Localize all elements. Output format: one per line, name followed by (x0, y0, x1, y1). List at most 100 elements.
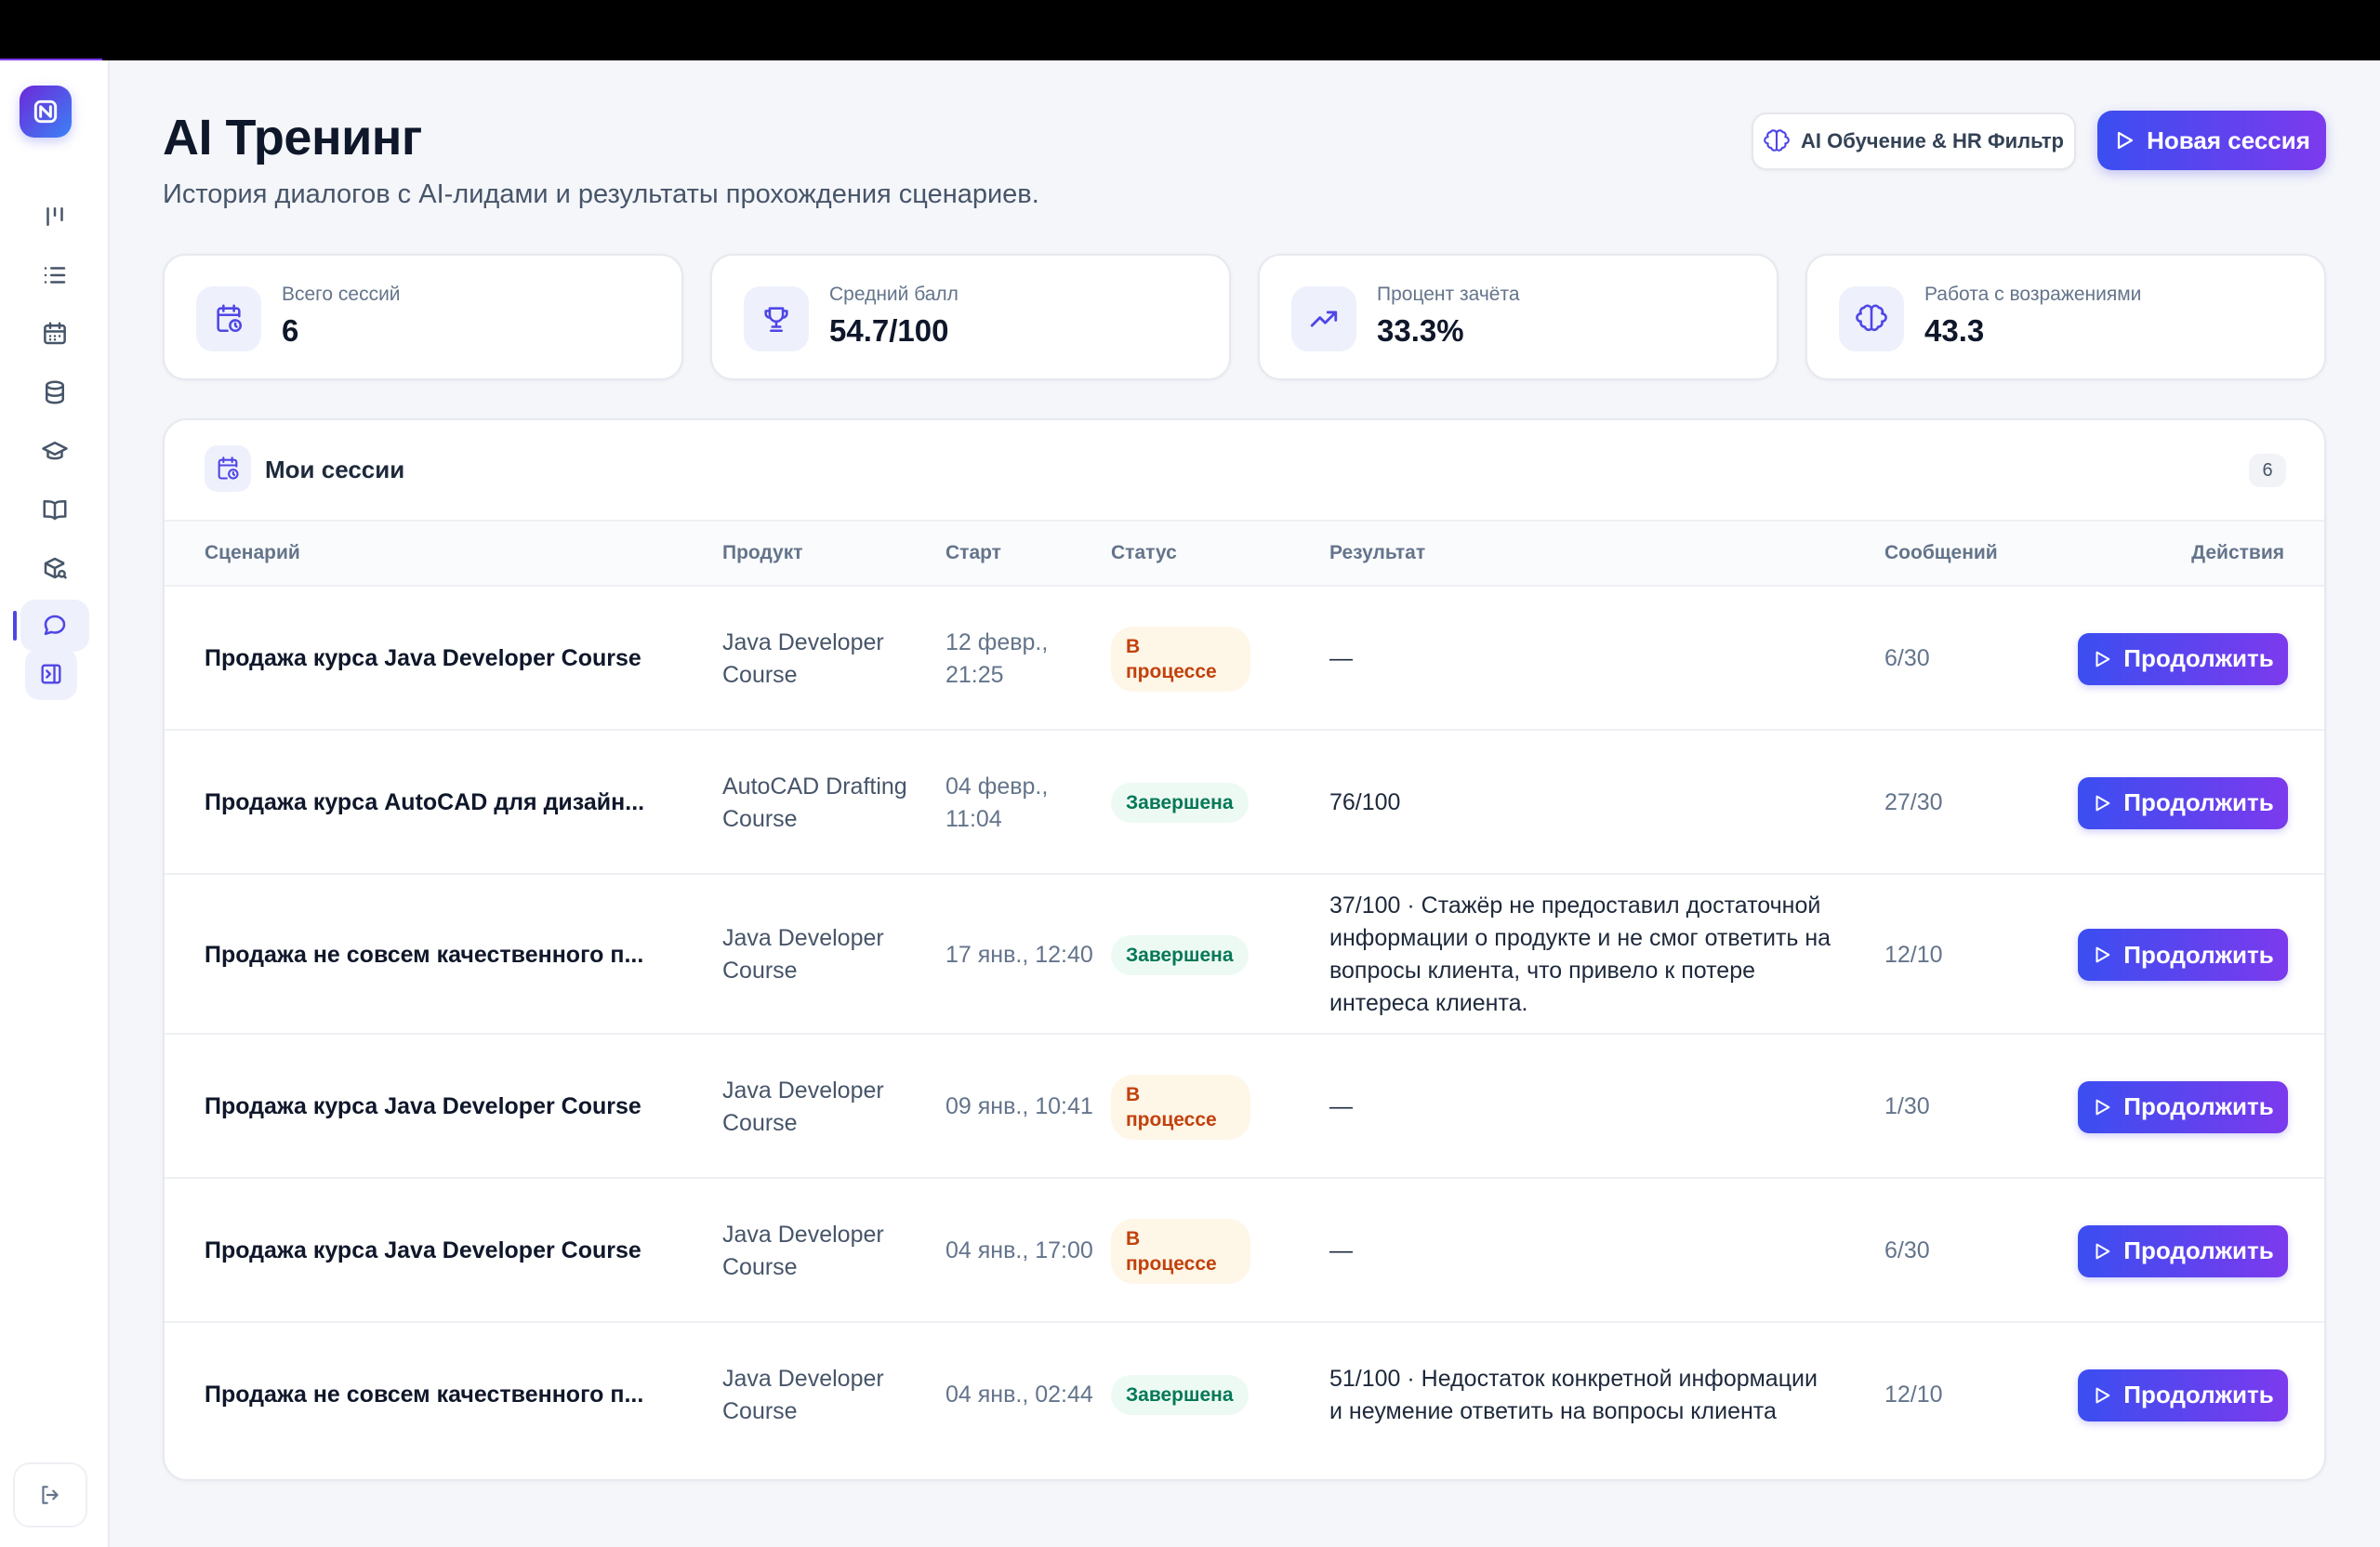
status-badge: В процессе (1111, 626, 1250, 692)
stat-value: 6 (282, 313, 299, 348)
book-icon (43, 500, 67, 521)
cell-actions: Продолжить (2078, 587, 2290, 731)
app-logo[interactable] (20, 86, 72, 138)
logout-icon (42, 1486, 59, 1504)
cell-start: 04 янв., 02:44 (945, 1382, 1093, 1408)
status-badge: Завершена (1111, 1375, 1249, 1415)
column-header-status: Статус (1111, 542, 1177, 563)
column-header-scenario: Сценарий (205, 542, 300, 563)
table-row: Продажа курса Java Developer Course Java… (165, 587, 2324, 731)
table-row: Продажа курса Java Developer Course Java… (165, 1035, 2324, 1179)
stat-value: 54.7/100 (829, 313, 949, 348)
sidebar-toggle-button[interactable] (25, 648, 77, 700)
cell-product: Java Developer Course (722, 628, 884, 688)
stat-value: 33.3% (1377, 313, 1464, 348)
cell-start: 12 февр., 21:25 (945, 628, 1049, 688)
play-icon (2096, 1243, 2110, 1259)
cell-result: 51/100 · Недостаток конкретной информаци… (1329, 1365, 1818, 1424)
column-header-result: Результат (1329, 542, 1426, 563)
cell-actions: Продолжить (2078, 1179, 2290, 1323)
status-badge: Завершена (1111, 934, 1249, 975)
play-icon (2117, 131, 2134, 150)
cell-status: Завершена (1111, 731, 1297, 875)
sessions-title: Мои сессии (265, 456, 405, 483)
cell-messages: 6/30 (1884, 645, 1930, 671)
trending-up-icon (1291, 286, 1356, 351)
stat-label: Всего сессий (282, 284, 401, 305)
cell-scenario: Продажа курса Java Developer Course (205, 1093, 641, 1119)
stat-card-total-sessions: Всего сессий 6 (163, 254, 683, 380)
column-header-messages: Сообщений (1884, 542, 1998, 563)
cell-messages: 1/30 (1884, 1093, 1930, 1119)
cell-messages: 27/30 (1884, 789, 1943, 815)
sessions-card: Мои сессии 6 Сценарий Продукт Старт Стат… (163, 418, 2326, 1481)
continue-button[interactable]: Продолжить (2078, 776, 2288, 829)
stat-label: Работа с возражениями (1924, 284, 2142, 305)
database-icon (46, 380, 64, 404)
sessions-header: Мои сессии 6 (165, 420, 2324, 520)
sessions-count-badge: 6 (2249, 454, 2286, 487)
play-icon (2096, 946, 2110, 963)
cell-status: Завершена (1111, 1323, 1297, 1467)
panel-toggle-icon (41, 664, 61, 684)
cell-status: В процессе (1111, 1179, 1297, 1323)
column-header-actions: Действия (2191, 542, 2284, 563)
cell-scenario: Продажа курса Java Developer Course (205, 645, 641, 671)
calendar-clock-icon (196, 286, 261, 351)
logo-icon (33, 99, 58, 124)
browser-top-bar (0, 0, 2380, 60)
sidebar-item-courses[interactable] (20, 425, 89, 477)
trophy-icon (744, 286, 809, 351)
sidebar-item-knowledge[interactable] (20, 483, 89, 536)
sidebar-item-calendar[interactable] (20, 308, 89, 360)
table-row: Продажа курса AutoCAD для дизайн... Auto… (165, 731, 2324, 875)
sidebar-item-database[interactable] (20, 366, 89, 418)
status-badge: Завершена (1111, 783, 1249, 823)
cell-status: В процессе (1111, 587, 1297, 731)
cell-messages: 12/10 (1884, 1382, 1943, 1408)
sidebar-item-ai-training[interactable] (13, 600, 89, 652)
list-icon (44, 267, 66, 284)
stat-card-objection-handling: Работа с возражениями 43.3 (1805, 254, 2326, 380)
stat-label: Процент зачёта (1377, 284, 1520, 305)
cell-messages: 12/10 (1884, 941, 1943, 968)
continue-button[interactable]: Продолжить (2078, 929, 2288, 981)
continue-label: Продолжить (2123, 1381, 2274, 1408)
cell-start: 04 янв., 17:00 (945, 1237, 1093, 1263)
cell-scenario: Продажа курса Java Developer Course (205, 1237, 641, 1263)
cell-actions: Продолжить (2078, 1035, 2290, 1179)
sidebar-item-products[interactable] (20, 542, 89, 594)
cell-result: — (1329, 1237, 1353, 1263)
ai-learning-hr-filter-button[interactable]: AI Обучение & HR Фильтр (1752, 112, 2076, 170)
cell-start: 04 февр., 11:04 (945, 773, 1049, 832)
continue-button[interactable]: Продолжить (2078, 632, 2288, 685)
play-icon (2096, 1387, 2110, 1403)
column-header-start: Старт (945, 542, 1001, 563)
cell-product: Java Developer Course (722, 1365, 884, 1424)
page-title: AI Тренинг (163, 110, 422, 165)
brain-icon (1764, 129, 1790, 152)
status-badge: В процессе (1111, 1218, 1250, 1284)
new-session-button[interactable]: Новая сессия (2097, 111, 2326, 170)
continue-label: Продолжить (2123, 1092, 2274, 1120)
sidebar-item-list[interactable] (20, 249, 89, 301)
kanban-icon (46, 207, 63, 226)
cell-product: Java Developer Course (722, 1077, 884, 1136)
cell-result: 37/100 · Стажёр не предоставил достаточн… (1329, 892, 1831, 1016)
graduation-cap-icon (42, 442, 68, 460)
cell-scenario: Продажа не совсем качественного п... (205, 941, 644, 968)
continue-button[interactable]: Продолжить (2078, 1224, 2288, 1277)
cell-scenario: Продажа курса AutoCAD для дизайн... (205, 789, 645, 815)
continue-button[interactable]: Продолжить (2078, 1080, 2288, 1133)
sidebar-item-kanban[interactable] (20, 191, 89, 243)
continue-button[interactable]: Продолжить (2078, 1368, 2288, 1421)
progress-accent (0, 59, 102, 61)
logout-button[interactable] (13, 1462, 87, 1527)
cell-result: — (1329, 1093, 1353, 1119)
new-session-label: Новая сессия (2147, 126, 2310, 154)
continue-label: Продолжить (2123, 644, 2274, 672)
cell-product: AutoCAD Drafting Course (722, 773, 907, 832)
table-row: Продажа курса Java Developer Course Java… (165, 1179, 2324, 1323)
cell-start: 09 янв., 10:41 (945, 1093, 1093, 1119)
cell-actions: Продолжить (2078, 875, 2290, 1035)
